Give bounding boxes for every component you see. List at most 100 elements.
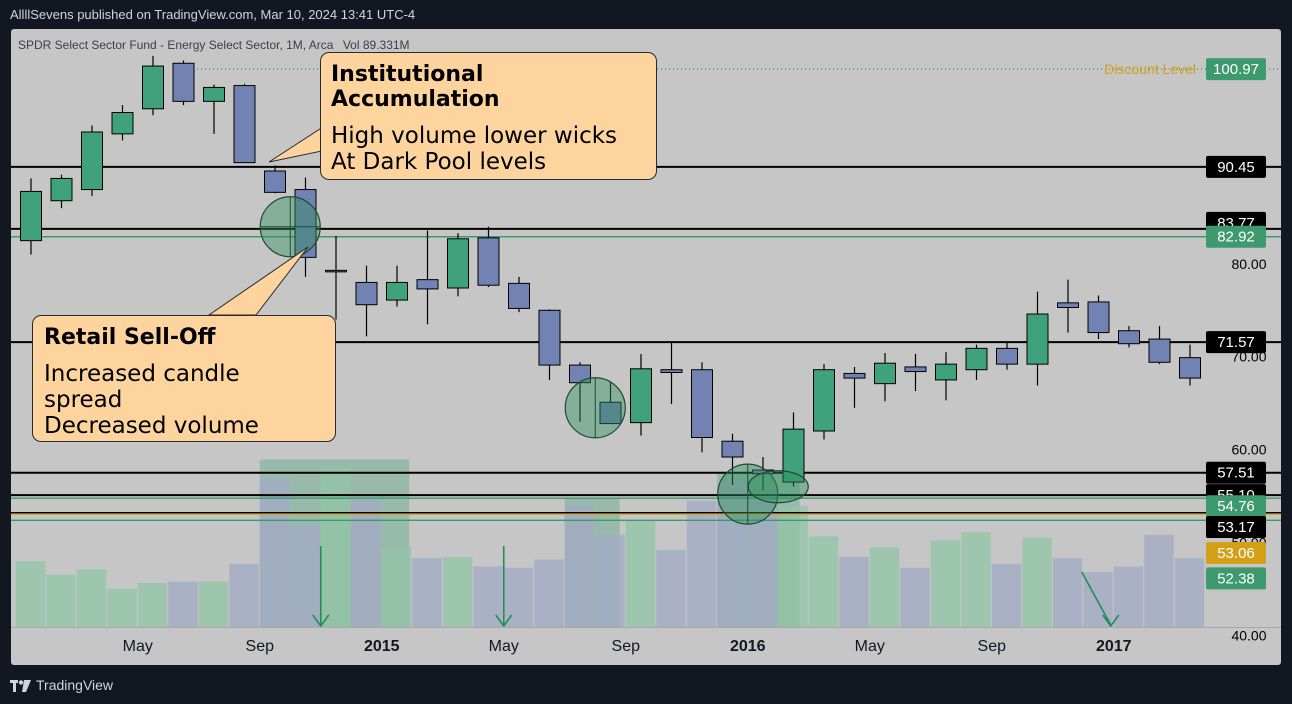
volume-bar (869, 547, 900, 627)
volume-bar (656, 550, 686, 627)
candle-body (874, 362, 896, 385)
volume-bar (259, 478, 290, 627)
candle-body (81, 131, 103, 191)
volume-bar (137, 583, 168, 627)
volume-bar (76, 569, 107, 627)
institutional-callout-line-1: High volume lower wicks (331, 123, 618, 149)
price-tag-53.06 (1206, 542, 1266, 565)
price-chart[interactable]: SPDR Select Sector Fund - Energy Select … (11, 29, 1281, 665)
volume-bar (1174, 558, 1205, 627)
price-tag-label: 54.76 (1217, 498, 1255, 515)
volume-arrow-line (1081, 571, 1112, 626)
volume-bar (15, 561, 46, 627)
candle-body (477, 237, 500, 286)
volume-bar (320, 467, 351, 627)
volume-bar (900, 567, 930, 627)
candle-body (142, 65, 164, 110)
time-tick-label: Sep (612, 638, 641, 655)
time-tick-label: 2016 (730, 638, 766, 655)
highlight-ellipse (747, 470, 809, 504)
volume-bar (717, 479, 747, 627)
volume-bar (46, 574, 76, 627)
candle-body (355, 281, 378, 306)
candle-body (233, 85, 256, 164)
candle-body (203, 86, 225, 102)
price-tag-label: 82.92 (1217, 229, 1255, 246)
price-tick-label: 40.00 (1231, 627, 1266, 643)
candle-body (1026, 313, 1049, 365)
volume-bar (991, 563, 1022, 627)
candles (20, 55, 1201, 491)
candle-body (172, 62, 195, 102)
candle-body (1148, 338, 1171, 363)
candle-body (843, 372, 866, 379)
volume-bar (503, 567, 534, 627)
candle-body (447, 238, 469, 289)
time-axis[interactable]: May Sep 2015 May Sep 2016 May Sep 2017 (11, 627, 1281, 656)
volume-arrow-head (495, 614, 513, 628)
volume-bar (961, 532, 991, 627)
candle-body (691, 369, 713, 439)
discount-level-label: Discount Level (1104, 61, 1196, 77)
volume-bar (1022, 537, 1052, 627)
time-tick-label: Sep (978, 638, 1007, 655)
institutional-callout-title: Institutional Accumulation (331, 62, 500, 112)
candle-body (386, 281, 408, 301)
volume-bar (168, 581, 198, 627)
time-tick-label: May (855, 638, 885, 655)
publisher-header: AllllSevens published on TradingView.com… (10, 7, 415, 22)
price-tag-52.38 (1206, 567, 1266, 590)
retail-callout: Retail Sell-Off Increased candle spread … (32, 315, 336, 442)
volume-bar (595, 534, 625, 627)
volume-bar (564, 506, 595, 627)
candle-body (1179, 357, 1201, 379)
candle-body (20, 190, 42, 242)
retail-pointer (207, 246, 309, 316)
volume-bar (351, 500, 381, 627)
candle-body (599, 401, 622, 425)
price-tag-71.57 (1206, 331, 1266, 354)
institutional-callout-line-2: At Dark Pool levels (331, 149, 547, 175)
volume-bar (381, 547, 412, 627)
candle-body (416, 279, 439, 290)
volume-bar (778, 506, 808, 627)
candle-body (813, 369, 835, 432)
candle-body (50, 177, 73, 202)
candle-body (294, 189, 317, 258)
chart-volume-value: 89.331M (363, 38, 410, 52)
time-tick-label: 2017 (1096, 638, 1132, 655)
price-tag-90.45 (1206, 155, 1266, 178)
time-tick-label: May (123, 638, 153, 655)
volume-bar (625, 521, 656, 627)
volume-bar (930, 540, 961, 627)
candle-body (660, 369, 683, 374)
price-tag-label: 53.06 (1217, 545, 1255, 562)
price-tag-100.97 (1206, 58, 1266, 81)
volume-bar (808, 536, 839, 627)
time-tick-label: 2015 (364, 638, 400, 655)
candle-body (630, 368, 652, 424)
candle-body (1057, 302, 1079, 309)
chart-frame[interactable]: SPDR Select Sector Fund - Energy Select … (11, 29, 1281, 665)
volume-bar (107, 588, 137, 627)
price-tag-label: 100.97 (1213, 61, 1259, 78)
candle-body (996, 347, 1018, 365)
volume-bar (412, 558, 442, 627)
volume-bar (1144, 534, 1174, 627)
candle-body (569, 364, 591, 384)
candle-body (935, 363, 957, 381)
brand-footer[interactable]: TradingView (10, 677, 113, 693)
candle-body (538, 309, 561, 366)
candle-body (1118, 330, 1140, 345)
candle-body (508, 282, 530, 309)
volume-bar (1083, 572, 1113, 627)
volume-bar (534, 559, 564, 627)
price-tag-label: 52.38 (1217, 570, 1255, 587)
candle-body (111, 112, 134, 135)
volume-bar (839, 556, 869, 627)
candle-body (782, 428, 805, 483)
brand-name: TradingView (36, 677, 114, 693)
time-tick-label: May (489, 638, 519, 655)
retail-callout-line-1: Increased candle spread (44, 361, 240, 413)
volume-bar (229, 563, 259, 627)
